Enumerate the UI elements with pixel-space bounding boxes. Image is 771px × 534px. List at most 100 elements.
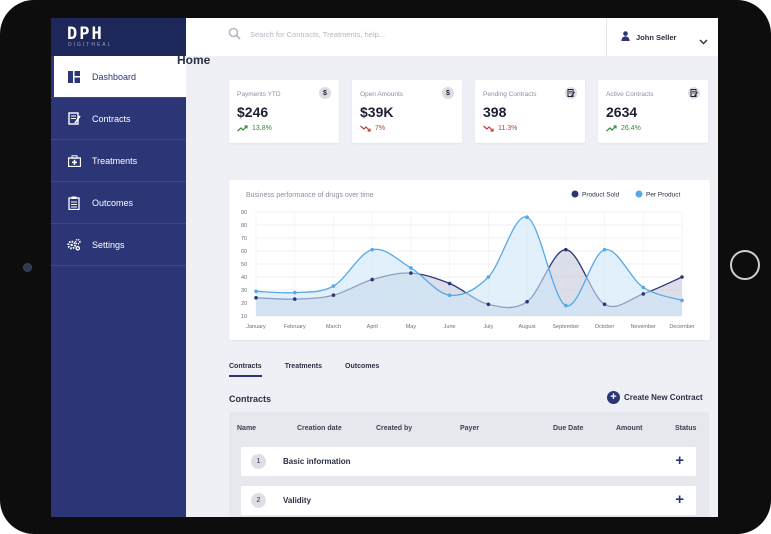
data-point [370,277,374,282]
user-name: John Seller [636,32,677,42]
expand-plus-icon[interactable]: + [675,452,684,469]
sidebar-item-treatments[interactable]: Treatments [51,140,186,182]
column-header[interactable]: Creation date [297,425,342,432]
plus-icon: + [607,391,620,404]
data-point [680,298,684,303]
chart-title: Business performance of drugs over time [246,192,374,199]
create-contract-button[interactable]: + Create New Contract [607,391,703,404]
document-icon [688,87,700,99]
kpi-change: 26.4% [606,125,641,132]
y-tick-label: 40 [241,275,247,281]
y-tick-label: 70 [241,236,247,242]
data-point [331,293,336,297]
contracts-title: Contracts [229,394,272,404]
data-point [564,247,568,252]
performance-chart: Business performance of drugs over time P… [241,190,695,330]
x-tick-label: November [631,324,657,330]
create-contract-label: Create New Contract [624,393,703,402]
kpi-card[interactable]: Active Contracts 2634 26.4% [598,80,708,143]
user-icon [621,28,630,46]
expand-plus-icon[interactable]: + [675,491,684,508]
logo-subtitle: DIGITHEAL [68,42,113,48]
sidebar-item-label: Dashboard [92,71,137,82]
kpi-value: $246 [237,104,269,120]
dollar-icon: $ [319,87,331,99]
kpi-label: Pending Contracts [483,91,537,98]
column-header[interactable]: Name [237,425,257,432]
data-point [292,297,297,301]
y-tick-label: 60 [241,249,247,255]
legend-label: Product Sold [582,192,620,199]
data-point [447,281,452,286]
x-tick-label: July [483,324,493,330]
legend-marker [635,190,643,198]
table-row[interactable]: 2 Validity + [241,486,696,515]
data-point [564,303,568,308]
data-point [525,215,529,219]
kpi-change-value: 11.3% [498,125,518,132]
x-tick-label: December [669,324,695,330]
kpi-label: Payments YTD [237,91,281,98]
y-tick-label: 20 [241,301,247,307]
x-tick-label: January [246,324,266,330]
sidebar-item-dashboard[interactable]: Dashboard [51,56,186,98]
trend-up-icon [606,125,617,132]
tab-contracts[interactable]: Contracts [229,363,262,377]
page-title: Home [177,53,211,67]
y-tick-label: 80 [241,223,247,229]
column-header[interactable]: Created by [376,425,413,432]
gears-icon [67,238,81,252]
kpi-change: 11.3% [483,125,517,132]
x-tick-label: September [552,324,579,330]
y-tick-label: 10 [241,314,247,320]
data-point [641,292,646,296]
tab-bar: Contracts Treatments Outcomes [229,363,402,377]
tab-outcomes[interactable]: Outcomes [345,363,380,370]
contracts-table: Name Creation date Created by Payer Due … [229,412,709,517]
column-header[interactable]: Payer [460,425,480,432]
tab-treatments[interactable]: Treatments [284,363,323,370]
chevron-down-icon[interactable] [699,32,708,50]
sidebar-item-outcomes[interactable]: Outcomes [51,182,186,224]
search-icon[interactable] [228,27,241,45]
logo-text: DPH [67,24,104,44]
data-point [641,285,646,290]
data-point [409,266,413,270]
clipboard-icon [67,196,81,210]
sidebar: DPH DIGITHEAL Dashboard Contracts Treat [51,18,186,517]
row-number: 2 [251,493,266,508]
sidebar-item-settings[interactable]: Settings [51,224,186,266]
table-row[interactable]: 1 Basic information + [241,447,696,476]
topbar: John Seller [186,18,718,56]
kpi-card[interactable]: Payments YTD $ $246 13.8% [229,80,339,143]
sidebar-item-label: Outcomes [92,197,134,208]
kpi-card[interactable]: Pending Contracts 398 11.3% [475,80,585,143]
sidebar-item-contracts[interactable]: Contracts [51,98,186,140]
document-icon [565,87,577,99]
kpi-label: Active Contracts [606,91,654,98]
kpi-change: 7% [360,125,385,132]
kpi-card[interactable]: Open Amounts $ $39K 7% [352,80,462,143]
x-tick-label: April [367,324,378,330]
trend-up-icon [237,125,248,132]
data-point [409,271,413,275]
row-label: Validity [283,496,312,505]
user-menu[interactable]: John Seller [606,18,718,56]
kpi-change-value: 7% [375,125,386,132]
x-tick-label: June [444,324,456,330]
search-input[interactable] [248,29,492,40]
kpi-value: $39K [360,104,394,120]
home-button[interactable] [730,250,760,280]
kpi-value: 2634 [606,104,638,120]
x-tick-label: October [595,324,615,330]
kpi-change: 13.8% [237,125,272,132]
data-point [447,293,452,297]
y-tick-label: 90 [241,210,247,216]
logo: DPH DIGITHEAL [51,18,186,56]
column-header[interactable]: Amount [616,425,643,432]
column-header[interactable]: Due Date [553,425,584,432]
performance-chart-card: Business performance of drugs over time P… [229,180,710,340]
y-tick-label: 50 [241,262,247,268]
column-header[interactable]: Status [675,425,697,432]
